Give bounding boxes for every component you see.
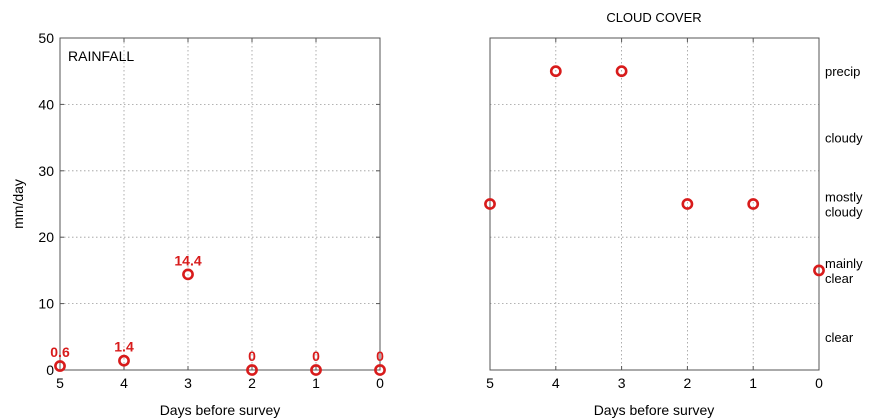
rainfall-y-tick-label: 40 (38, 96, 54, 112)
rainfall-x-tick-label: 4 (120, 375, 128, 391)
cloud-cover-x-tick-label: 0 (815, 375, 823, 391)
cloud-cover-data-point (813, 264, 825, 277)
cloud-cover-data-point (747, 198, 760, 210)
rainfall-y-tick-label: 30 (38, 163, 54, 179)
rainfall-data-point (182, 268, 194, 281)
rainfall-x-tick-label: 5 (56, 375, 64, 391)
rainfall-data-label: 14.4 (174, 252, 201, 268)
rainfall-data-point (54, 360, 66, 372)
cloud-cover-data-point (615, 65, 628, 78)
cloud-cover-x-tick-label: 5 (486, 375, 494, 391)
cloud-cover-title: CLOUD COVER (606, 10, 701, 25)
rainfall-data-label: 1.4 (114, 339, 134, 355)
rainfall-data-label: 0 (312, 348, 320, 364)
cloud-cover-x-axis-label: Days before survey (594, 402, 715, 418)
cloud-cover-category-label: mainly clear (825, 256, 863, 286)
rainfall-x-tick-label: 3 (184, 375, 192, 391)
cloud-cover-category-label: clear (825, 330, 854, 345)
rainfall-x-tick-label: 2 (248, 375, 256, 391)
rainfall-y-tick-label: 20 (38, 229, 54, 245)
rainfall-y-axis-label: mm/day (10, 179, 26, 229)
rainfall-y-tick-label: 0 (46, 362, 54, 378)
rainfall-x-tick-label: 0 (376, 375, 384, 391)
cloud-cover-x-tick-label: 3 (618, 375, 626, 391)
rainfall-data-point (246, 364, 258, 376)
cloud-cover-x-tick-label: 2 (684, 375, 692, 391)
cloud-cover-data-point (549, 65, 562, 78)
rainfall-data-label: 0.6 (50, 344, 70, 360)
rainfall-data-point (118, 354, 130, 367)
rainfall-data-label: 0 (376, 348, 384, 364)
rainfall-data-point (374, 364, 386, 376)
cloud-cover-data-point (484, 198, 496, 210)
rainfall-x-tick-label: 1 (312, 375, 320, 391)
rainfall-data-label: 0 (248, 348, 256, 364)
cloud-cover-category-label: mostly cloudy (825, 190, 863, 220)
cloud-cover-category-label: precip (825, 64, 860, 79)
cloud-cover-x-tick-label: 1 (749, 375, 757, 391)
rainfall-panel-label: RAINFALL (68, 48, 134, 64)
rainfall-plot-frame (59, 37, 381, 371)
rainfall-y-tick-label: 10 (38, 296, 54, 312)
cloud-cover-data-point (681, 198, 694, 210)
rainfall-y-tick-label: 50 (38, 30, 54, 46)
rainfall-x-axis-label: Days before survey (160, 402, 281, 418)
rainfall-data-point (310, 364, 322, 376)
cloud-cover-category-label: cloudy (825, 131, 863, 146)
cloud-cover-plot-frame (489, 37, 820, 371)
cloud-cover-panel: 5 4 3 2 1 0 clear mainly clear mostly cloudy cloud… (484, 10, 863, 418)
cloud-cover-x-tick-label: 4 (552, 375, 560, 391)
